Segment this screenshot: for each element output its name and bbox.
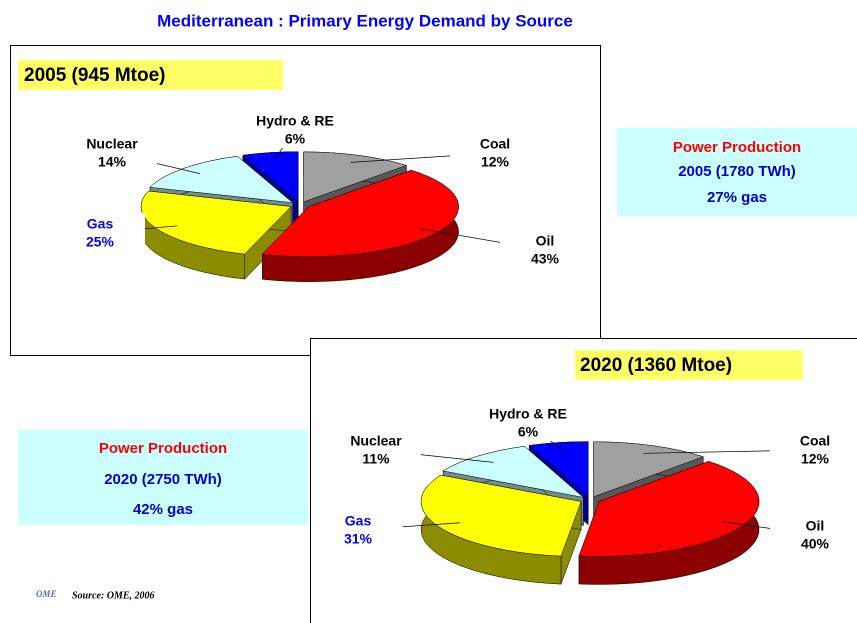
- slice-value-label: 14%: [98, 154, 127, 170]
- label-bg: [67, 133, 157, 171]
- slice: [420, 474, 582, 557]
- slice-value-label: 40%: [801, 536, 830, 552]
- label-bg: [770, 430, 857, 468]
- slice-label: Coal: [800, 433, 830, 449]
- power-line: 42% gas: [133, 501, 193, 518]
- label-bg: [313, 510, 403, 548]
- slice: [303, 151, 408, 203]
- slice: [261, 169, 459, 257]
- slice-value-label: 6%: [518, 424, 539, 440]
- slice-value-label: 43%: [531, 251, 560, 267]
- source-note: Source: OME, 2006: [72, 590, 155, 601]
- label-bg: [450, 133, 540, 171]
- slice-value-label: 31%: [344, 531, 373, 547]
- slice-label: Nuclear: [350, 433, 402, 449]
- label-bg: [250, 110, 340, 148]
- slice: [593, 441, 704, 498]
- power-heading: Power Production: [673, 139, 801, 156]
- slice-label: Oil: [806, 518, 825, 534]
- slice-label: Hydro & RE: [489, 406, 567, 422]
- title-highlight: [575, 350, 803, 380]
- label-bg: [331, 430, 421, 468]
- power-box: [18, 430, 308, 525]
- slice-value-label: 25%: [86, 234, 115, 250]
- slide-title: Mediterranean : Primary Energy Demand by…: [157, 11, 573, 30]
- slice-label: Gas: [87, 216, 114, 232]
- title-highlight: [18, 60, 283, 90]
- power-box: [617, 128, 857, 216]
- power-line: 2005 (1780 TWh): [678, 163, 796, 180]
- slice: [442, 446, 585, 498]
- chart-title: 2005 (945 Mtoe): [24, 65, 166, 86]
- power-heading: Power Production: [99, 440, 227, 457]
- slice: [149, 155, 294, 204]
- slice-label: Nuclear: [86, 136, 138, 152]
- label-bg: [55, 213, 145, 251]
- slice-label: Hydro & RE: [256, 113, 334, 129]
- slice-value-label: 11%: [362, 451, 390, 467]
- slice: [140, 190, 292, 255]
- power-line: 27% gas: [707, 189, 767, 206]
- label-bg: [483, 403, 573, 441]
- label-bg: [770, 515, 857, 553]
- label-bg: [500, 230, 590, 268]
- power-line: 2020 (2750 TWh): [104, 471, 222, 488]
- slice-label: Oil: [536, 233, 555, 249]
- slice-label: Gas: [345, 513, 372, 529]
- slice-value-label: 12%: [481, 154, 510, 170]
- slice: [242, 151, 299, 203]
- chart-title: 2020 (1360 Mtoe): [580, 355, 732, 376]
- slice-value-label: 12%: [801, 451, 830, 467]
- slice-label: Coal: [480, 136, 510, 152]
- slice-value-label: 6%: [285, 131, 306, 147]
- slice: [528, 441, 589, 498]
- logo: OME: [36, 589, 57, 599]
